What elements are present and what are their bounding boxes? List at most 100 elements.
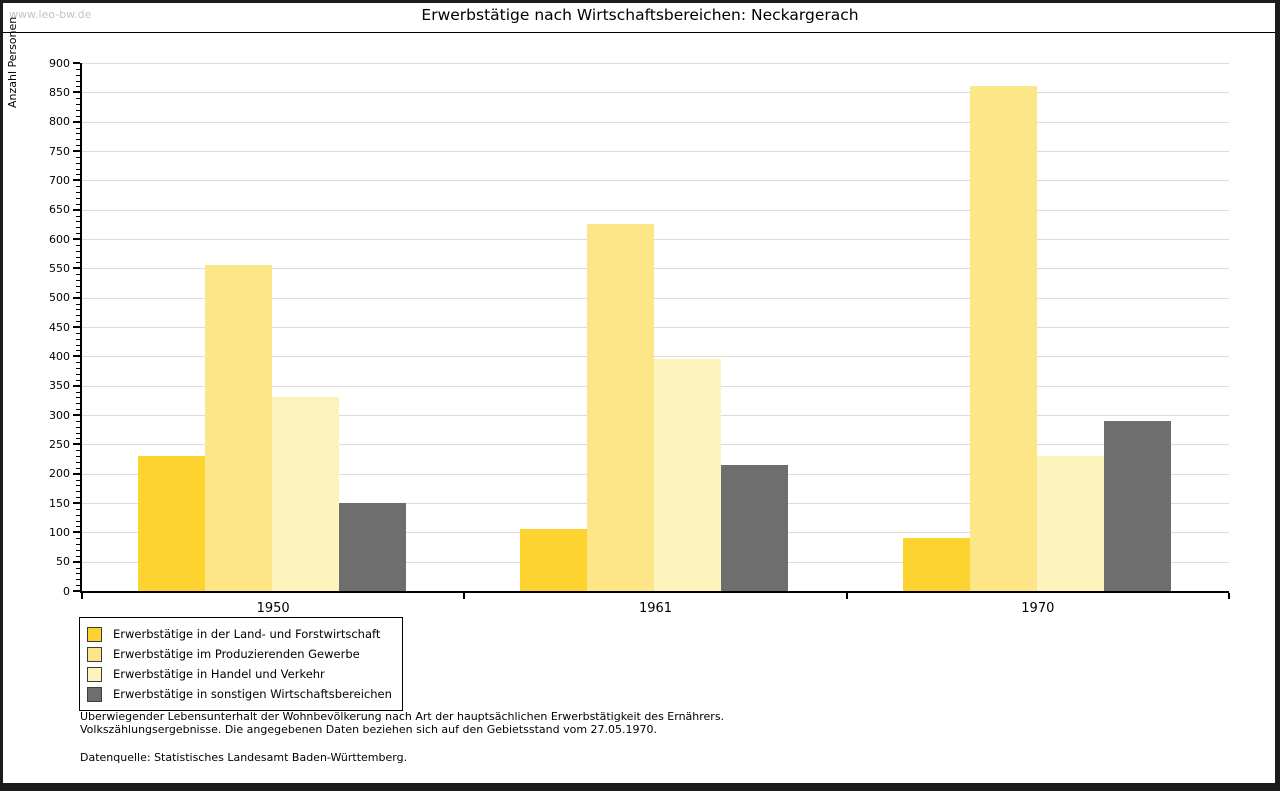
y-axis-tick-minor [76, 373, 80, 375]
y-axis-tick-minor [76, 350, 80, 352]
y-axis-tick-minor [76, 68, 80, 70]
y-axis-tick-minor [76, 109, 80, 111]
y-axis-tick-minor [76, 362, 80, 364]
y-axis-tick-major [73, 443, 80, 446]
bar-1961-series-2 [587, 224, 655, 591]
y-axis-tick-minor [76, 315, 80, 317]
y-axis-tick-major [73, 62, 80, 64]
y-axis-tick-minor [76, 139, 80, 141]
x-axis-tick [1228, 593, 1230, 599]
y-axis-tick-minor [76, 86, 80, 88]
y-axis-tick-label: 150 [49, 496, 70, 510]
y-axis-tick-label: 800 [49, 115, 70, 129]
y-axis-tick-minor [76, 162, 80, 164]
y-axis-tick-minor [76, 98, 80, 100]
y-axis-tick-minor [76, 104, 80, 106]
y-axis-tick-minor [76, 280, 80, 282]
y-axis-tick-major [73, 355, 80, 358]
y-axis-tick-minor [76, 127, 80, 129]
y-axis-tick-minor [76, 391, 80, 393]
y-axis-tick-minor [76, 215, 80, 217]
bar-1970-series-2 [969, 86, 1037, 591]
plot-area: 0 50 100 150 200 250 300 350 400 450 500 550 600 650 7… [49, 57, 1230, 616]
y-axis-tick-minor [76, 233, 80, 235]
gridline [82, 239, 1229, 240]
y-axis-tick-minor [76, 244, 80, 246]
y-axis-line [80, 63, 82, 593]
y-axis-tick-label: 300 [49, 408, 70, 422]
y-axis-tick-minor [76, 497, 80, 499]
chart-title: Erwerbstätige nach Wirtschaftsbereichen:… [421, 6, 859, 24]
y-axis-tick-major [73, 120, 80, 123]
legend-swatch-icon [87, 666, 102, 682]
y-axis-tick-major [73, 414, 80, 416]
y-axis-tick-minor [76, 291, 80, 293]
y-axis-tick-major [73, 208, 80, 211]
y-axis-tick-minor [76, 332, 80, 334]
y-axis-tick-major [73, 531, 80, 534]
y-axis-tick-minor [76, 432, 80, 434]
y-axis-tick-minor [76, 174, 80, 176]
y-axis-tick-minor [76, 74, 80, 76]
y-axis-tick-minor [76, 156, 80, 158]
x-axis-tick [81, 593, 83, 599]
y-axis-tick-minor [76, 303, 80, 305]
y-axis-label: Anzahl Personen [6, 16, 19, 108]
y-axis-tick-minor [76, 567, 80, 569]
gridline [82, 268, 1229, 270]
y-axis-tick-minor [76, 344, 80, 346]
y-axis-tick-label: 350 [49, 379, 70, 393]
y-axis-tick-minor [76, 555, 80, 557]
y-axis-tick-minor [76, 115, 80, 117]
gridline [82, 356, 1229, 358]
gridline [82, 121, 1229, 123]
bar-1950-series-2 [205, 265, 272, 591]
y-axis-tick-minor [76, 426, 80, 428]
y-axis-tick-major [73, 296, 80, 299]
y-axis-tick-minor [76, 186, 80, 188]
y-axis-tick-label: 100 [49, 525, 70, 539]
y-axis-tick-label: 650 [49, 203, 70, 217]
legend-item: Erwerbstätige in sonstigen Wirtschaftsbe… [87, 684, 392, 704]
y-axis-tick-major [73, 502, 80, 504]
y-axis-tick-minor [76, 479, 80, 481]
y-axis-tick-minor [76, 309, 80, 311]
gridline [82, 151, 1229, 152]
y-axis-tick-minor [76, 438, 80, 440]
y-axis-tick-label: 750 [49, 144, 70, 158]
header-separator [0, 32, 1280, 33]
y-axis-tick-minor [76, 145, 80, 147]
legend-item: Erwerbstätige in Handel und Verkehr [87, 664, 392, 684]
y-axis-tick-label: 400 [49, 349, 70, 363]
y-axis-tick-minor [76, 585, 80, 587]
gridline [82, 327, 1229, 328]
gridline [82, 180, 1229, 182]
gridline [82, 209, 1229, 211]
bar-1970-series-3 [1036, 456, 1104, 591]
legend-label: Erwerbstätige in Handel und Verkehr [113, 667, 325, 681]
y-axis-tick-minor [76, 250, 80, 252]
y-axis-tick-major [73, 238, 80, 240]
legend-label: Erwerbstätige in der Land- und Forstwirt… [113, 627, 381, 641]
legend-swatch-icon [87, 626, 102, 642]
y-axis-tick-minor [76, 526, 80, 528]
y-axis-tick-minor [76, 338, 80, 340]
y-axis-tick-label: 250 [49, 437, 70, 451]
y-axis-tick-minor [76, 227, 80, 229]
x-axis-line [80, 591, 1229, 593]
y-axis-tick-major [73, 590, 80, 592]
y-axis-tick-label: 450 [49, 320, 70, 334]
bar-1950-series-1 [138, 456, 205, 591]
y-axis-tick-minor [76, 203, 80, 205]
bar-1961-series-4 [721, 464, 789, 591]
y-axis-tick-minor [76, 573, 80, 575]
bar-1950-series-4 [339, 503, 406, 591]
footnote-line-2: Volkszählungsergebnisse. Die angegebenen… [80, 723, 658, 736]
y-axis-tick-minor [76, 579, 80, 581]
y-axis-tick-minor [76, 168, 80, 170]
y-axis-tick-label: 850 [49, 85, 70, 99]
y-axis-tick-minor [76, 262, 80, 264]
y-axis-tick-minor [76, 467, 80, 469]
y-axis-tick-major [73, 179, 80, 182]
y-axis-tick-minor [76, 274, 80, 276]
